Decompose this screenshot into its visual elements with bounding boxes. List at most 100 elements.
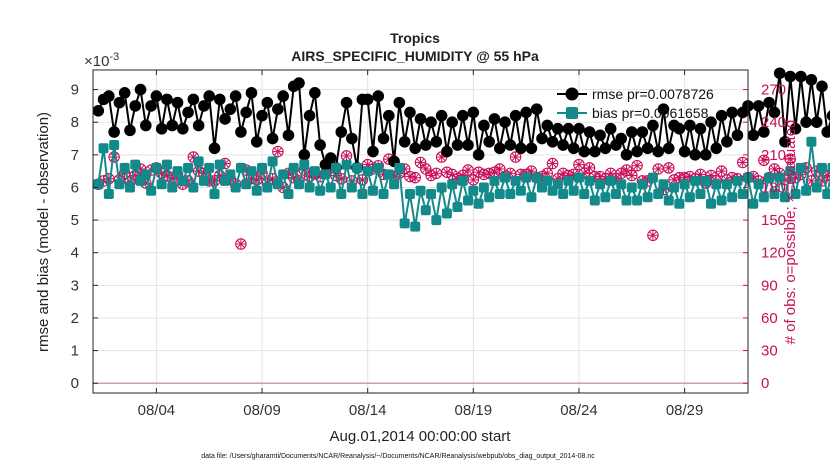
- rmse-point: [456, 109, 469, 122]
- bias-point: [706, 198, 717, 209]
- obs-evaluated-point: [663, 162, 674, 173]
- rmse-point: [546, 135, 559, 148]
- legend-bias-label: bias pr=0.0061658: [592, 105, 709, 121]
- obs-evaluated-point: [653, 163, 664, 174]
- bias-point: [209, 188, 220, 199]
- rmse-point: [103, 90, 115, 102]
- obs-evaluated-point: [737, 157, 748, 168]
- x-tick-label: 08/29: [666, 402, 704, 419]
- rmse-point: [272, 103, 284, 115]
- obs-possible-point: [758, 154, 770, 167]
- bias-point: [320, 169, 331, 180]
- obs-possible-point: [573, 158, 585, 171]
- bias-point: [378, 188, 389, 199]
- bias-point: [753, 179, 764, 190]
- bias-point: [188, 182, 199, 193]
- legend-rmse-marker: [565, 87, 579, 101]
- bias-point: [167, 182, 178, 193]
- obs-evaluated-point: [103, 173, 114, 184]
- rmse-point: [266, 132, 279, 145]
- obs-possible-point: [715, 165, 728, 177]
- rmse-point: [430, 135, 443, 148]
- bias-point: [600, 192, 611, 203]
- rmse-point: [673, 122, 686, 135]
- obs-possible-point: [763, 171, 775, 184]
- y-left-tick-label: 0: [71, 375, 79, 392]
- bias-point: [441, 208, 452, 219]
- y-left-tick-label: 5: [71, 212, 79, 229]
- rmse-point: [615, 132, 628, 145]
- rmse-point: [641, 142, 654, 155]
- rmse-point: [145, 100, 157, 112]
- rmse-point: [557, 139, 569, 151]
- rmse-point: [219, 113, 231, 125]
- bias-point: [568, 185, 579, 196]
- y-right-tick-label: 270: [761, 82, 786, 99]
- obs-evaluated-point: [463, 165, 474, 176]
- bias-point: [352, 162, 363, 173]
- obs-possible-point: [663, 162, 675, 174]
- bias-point: [262, 182, 273, 193]
- bias-point: [573, 172, 584, 183]
- rmse-point: [446, 116, 458, 129]
- bias-point: [827, 162, 830, 173]
- y-right-tick-label: 120: [761, 245, 786, 262]
- rmse-point: [784, 70, 797, 83]
- rmse-point: [631, 145, 643, 158]
- bias-point: [510, 175, 521, 186]
- bias-point: [336, 188, 347, 199]
- legend-bias-marker: [566, 107, 578, 119]
- rmse-point: [493, 142, 506, 155]
- bias-point: [304, 182, 315, 193]
- bias-point: [114, 179, 125, 190]
- y-right-tick-label: 240: [761, 114, 786, 131]
- bias-point: [225, 169, 236, 180]
- bias-point: [632, 195, 643, 206]
- rmse-point: [134, 83, 147, 96]
- rmse-point: [530, 103, 543, 115]
- rmse-point: [419, 139, 432, 151]
- bias-point: [299, 159, 310, 170]
- rmse-point: [636, 126, 649, 138]
- obs-possible-point: [647, 229, 659, 242]
- bias-point: [626, 182, 637, 193]
- rmse-point: [620, 149, 633, 161]
- rmse-point: [425, 116, 437, 129]
- bias-point: [473, 198, 484, 209]
- bias-point: [193, 156, 204, 167]
- rmse-point: [467, 106, 480, 119]
- bias-point: [621, 195, 632, 206]
- rmse-point: [161, 93, 173, 106]
- bias-point: [748, 198, 759, 209]
- rmse-point: [346, 132, 358, 145]
- bias-point: [484, 192, 495, 203]
- rmse-point: [599, 142, 612, 155]
- bias-point: [563, 175, 574, 186]
- x-tick-label: 08/09: [243, 402, 281, 419]
- obs-evaluated-point: [616, 168, 627, 179]
- rmse-point: [245, 87, 258, 99]
- rmse-point: [662, 142, 675, 155]
- obs-evaluated-point: [420, 163, 431, 174]
- rmse-point: [213, 93, 226, 106]
- bias-point: [288, 162, 299, 173]
- rmse-point: [562, 122, 575, 135]
- bias-point: [426, 188, 437, 199]
- bias-point: [373, 162, 384, 173]
- bias-point: [341, 159, 352, 170]
- bias-point: [515, 185, 526, 196]
- bias-point: [177, 175, 188, 186]
- obs-evaluated-point: [510, 152, 521, 163]
- rmse-point: [377, 132, 390, 145]
- rmse-point: [414, 113, 427, 125]
- bias-point: [801, 185, 812, 196]
- rmse-point: [515, 142, 527, 155]
- rmse-point: [340, 96, 353, 109]
- obs-evaluated-point: [769, 163, 780, 174]
- bias-point: [431, 215, 442, 226]
- rmse-point: [303, 109, 316, 122]
- rmse-point: [684, 119, 696, 132]
- obs-possible-point: [583, 162, 596, 174]
- y-right-tick-label: 150: [761, 212, 786, 229]
